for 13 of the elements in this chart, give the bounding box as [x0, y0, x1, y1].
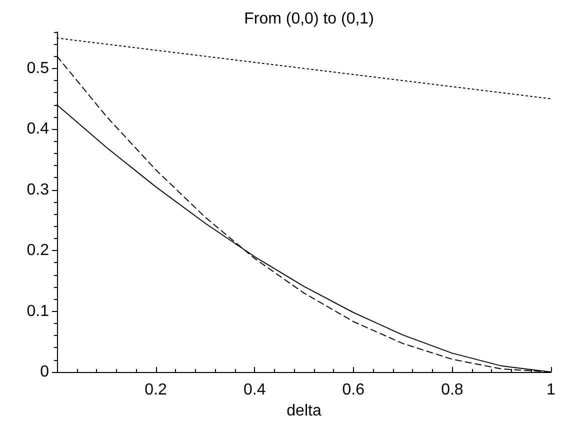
y-tick-label: 0.3 [26, 181, 50, 198]
x-axis-title: delta [286, 402, 322, 420]
x-tick-label: 0.8 [441, 382, 464, 398]
chart-title: From (0,0) to (0,1) [244, 10, 374, 28]
y-tick-label: 0.1 [26, 302, 50, 320]
y-tick-label: 0.5 [26, 60, 50, 77]
x-tick-label: 0.4 [243, 382, 266, 398]
y-tick-label: 0.4 [26, 120, 50, 138]
y-tick-label: 0 [40, 364, 50, 380]
x-tick-label: 0.2 [144, 382, 168, 398]
x-tick-label: 1 [546, 382, 556, 398]
x-tick-label: 0.6 [342, 382, 365, 398]
y-tick-label: 0.2 [26, 242, 50, 260]
